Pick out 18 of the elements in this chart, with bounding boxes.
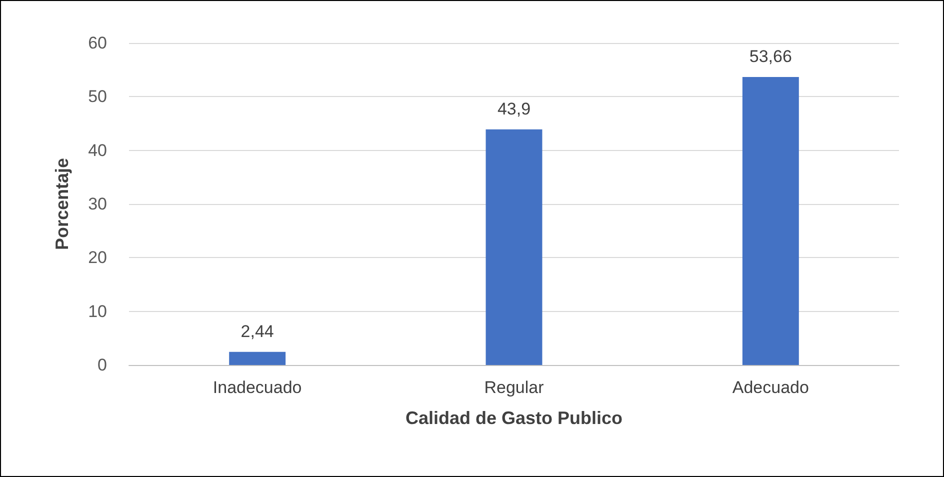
x-tick-label: Adecuado	[732, 378, 809, 397]
y-tick-label: 0	[98, 356, 107, 374]
y-tick-label: 10	[88, 302, 107, 321]
y-axis-title: Porcentaje	[52, 158, 72, 250]
y-tick-label: 30	[88, 194, 107, 214]
bar	[742, 77, 799, 365]
y-tick-label: 60	[88, 34, 107, 52]
data-label: 53,66	[749, 47, 792, 66]
x-tick-label: Regular	[484, 378, 544, 397]
y-tick-label: 40	[88, 140, 107, 160]
y-tick-label: 50	[88, 87, 107, 106]
data-label: 2,44	[240, 322, 274, 341]
bar	[486, 129, 542, 365]
bar	[229, 352, 286, 365]
data-label: 43,9	[497, 99, 531, 118]
x-tick-label: Inadecuado	[212, 378, 302, 397]
x-axis-title: Calidad de Gasto Publico	[405, 408, 623, 428]
y-tick-label: 20	[88, 248, 107, 268]
